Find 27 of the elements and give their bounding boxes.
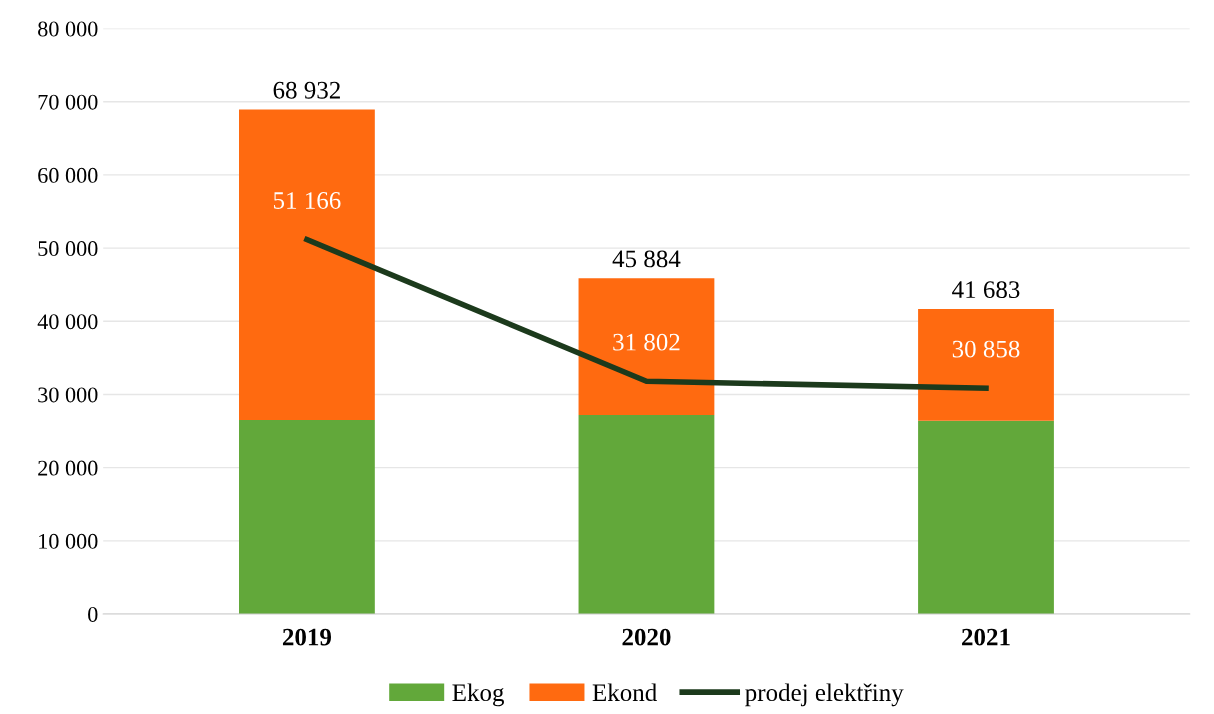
bar <box>239 109 375 421</box>
legend-label: prodej elektřiny <box>745 683 904 707</box>
data-label: 51 166 <box>273 192 341 209</box>
y-tick-label: 40 000 <box>37 314 98 330</box>
y-tick-label: 50 000 <box>38 241 98 257</box>
y-tick-label: 20 000 <box>38 460 98 476</box>
x-tick-label: 2020 <box>622 628 671 646</box>
y-tick-label: 10 000 <box>39 533 98 549</box>
bar <box>578 414 715 615</box>
y-tick-label: 30 000 <box>38 387 98 403</box>
total-label: 41 683 <box>952 281 1020 299</box>
y-tick-label: 0 <box>88 606 98 622</box>
y-tick-label: 70 000 <box>38 94 98 110</box>
data-label: 30 858 <box>952 340 1020 358</box>
legend-label: Ekond <box>592 683 657 702</box>
total-label: 68 932 <box>273 81 340 99</box>
x-tick-label: 2019 <box>282 628 332 646</box>
y-tick-label: 60 000 <box>38 167 98 183</box>
x-tick-label: 2021 <box>962 628 1010 646</box>
bar <box>578 278 715 415</box>
data-label: 31 802 <box>613 333 680 351</box>
total-label: 45 884 <box>612 250 681 268</box>
legend-label: Ekog <box>452 683 504 707</box>
bar <box>239 420 375 615</box>
bar <box>918 308 1054 421</box>
y-tick-label: 80 000 <box>38 21 98 37</box>
bar <box>918 420 1054 615</box>
